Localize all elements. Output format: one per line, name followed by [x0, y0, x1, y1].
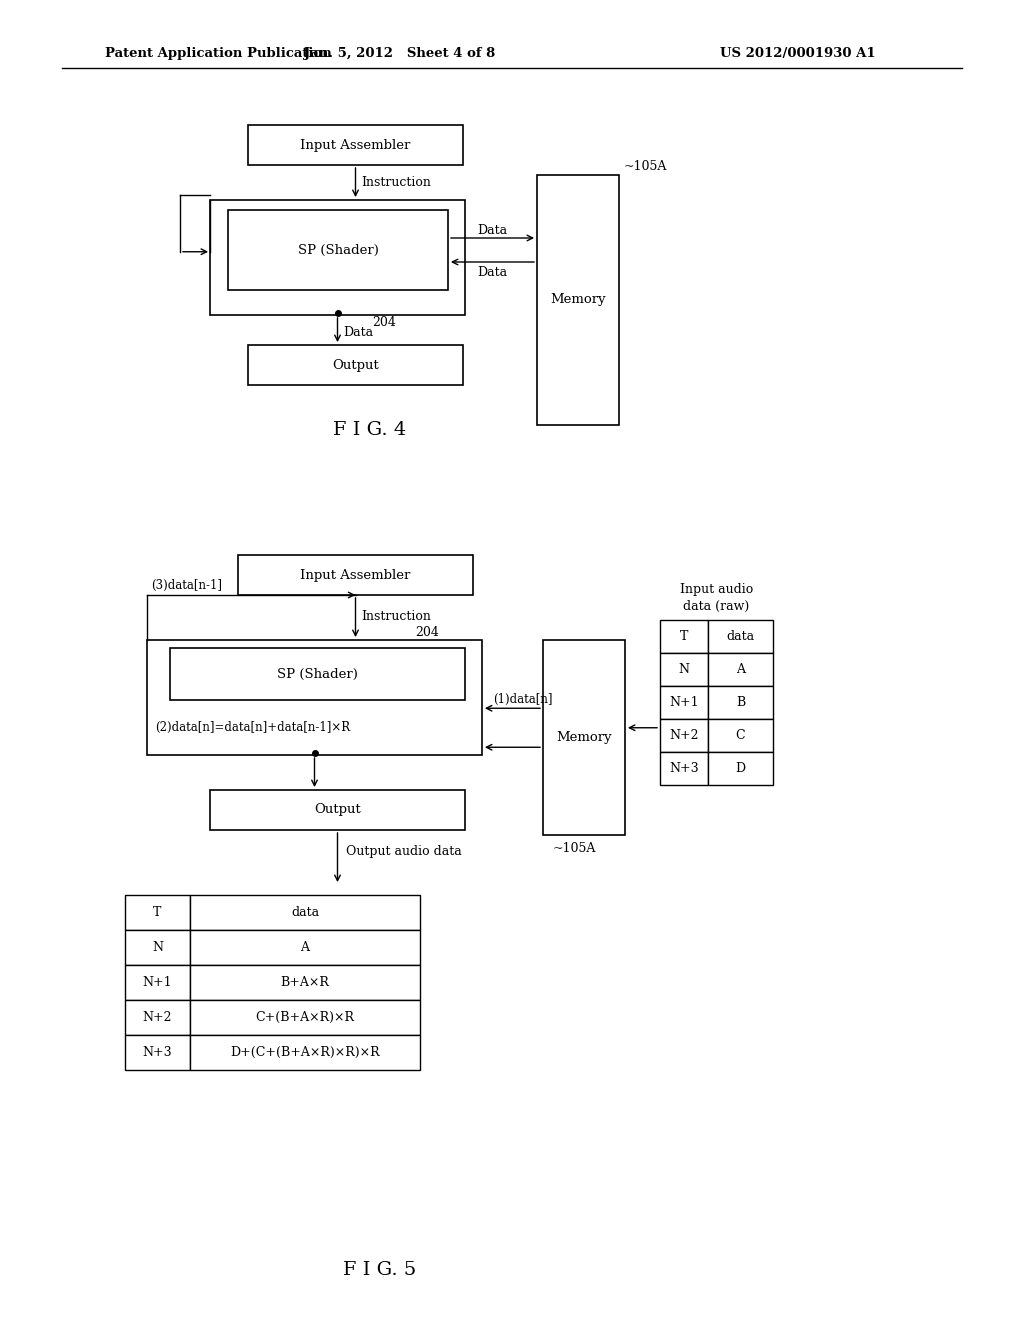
Text: Patent Application Publication: Patent Application Publication	[105, 46, 332, 59]
Bar	[660, 620, 708, 653]
Bar	[708, 620, 773, 653]
Bar	[660, 719, 708, 752]
Bar	[660, 686, 708, 719]
Bar	[660, 653, 708, 686]
Text: 204: 204	[416, 626, 439, 639]
Text: (3)data[n-1]: (3)data[n-1]	[151, 578, 222, 591]
Text: Jan. 5, 2012   Sheet 4 of 8: Jan. 5, 2012 Sheet 4 of 8	[304, 46, 496, 59]
Text: T: T	[680, 630, 688, 643]
Bar	[537, 176, 618, 425]
Bar	[190, 931, 420, 965]
Text: Output audio data: Output audio data	[345, 846, 461, 858]
Text: Instruction: Instruction	[361, 610, 431, 623]
Bar	[708, 653, 773, 686]
Text: N+2: N+2	[670, 729, 698, 742]
Bar	[248, 345, 463, 385]
Text: (1)data[n]: (1)data[n]	[493, 693, 552, 706]
Text: B+A×R: B+A×R	[281, 975, 330, 989]
Bar	[147, 640, 482, 755]
Text: A: A	[736, 663, 745, 676]
Bar	[190, 1035, 420, 1071]
Text: Data: Data	[343, 326, 374, 339]
Bar	[708, 719, 773, 752]
Text: T: T	[154, 906, 162, 919]
Text: 204: 204	[373, 317, 396, 330]
Bar	[190, 1001, 420, 1035]
Text: data: data	[291, 906, 319, 919]
Text: N+3: N+3	[142, 1045, 172, 1059]
Text: N+1: N+1	[142, 975, 172, 989]
Text: Input Assembler: Input Assembler	[300, 139, 411, 152]
Text: N+3: N+3	[670, 762, 698, 775]
Text: N+2: N+2	[142, 1011, 172, 1024]
Text: Output: Output	[332, 359, 379, 371]
Text: N+1: N+1	[670, 696, 698, 709]
Text: Memory: Memory	[550, 293, 606, 306]
Text: C: C	[735, 729, 745, 742]
Text: data: data	[726, 630, 755, 643]
Bar	[543, 640, 625, 836]
Text: F I G. 4: F I G. 4	[334, 421, 407, 440]
Bar	[125, 965, 190, 1001]
Text: SP (Shader): SP (Shader)	[278, 668, 358, 681]
Bar	[228, 210, 449, 290]
Text: US 2012/0001930 A1: US 2012/0001930 A1	[720, 46, 876, 59]
Text: C+(B+A×R)×R: C+(B+A×R)×R	[256, 1011, 354, 1024]
Bar	[125, 931, 190, 965]
Text: data (raw): data (raw)	[683, 599, 750, 612]
Bar	[125, 1001, 190, 1035]
Text: N: N	[152, 941, 163, 954]
Text: Memory: Memory	[556, 731, 611, 744]
Bar	[125, 1035, 190, 1071]
Text: (2)data[n]=data[n]+data[n-1]×R: (2)data[n]=data[n]+data[n-1]×R	[155, 721, 350, 734]
Text: D+(C+(B+A×R)×R)×R: D+(C+(B+A×R)×R)×R	[230, 1045, 380, 1059]
Text: ~105A: ~105A	[553, 842, 596, 855]
Text: Output: Output	[314, 804, 360, 817]
Bar	[190, 895, 420, 931]
Bar	[248, 125, 463, 165]
Text: SP (Shader): SP (Shader)	[298, 243, 379, 256]
Text: D: D	[735, 762, 745, 775]
Text: Instruction: Instruction	[361, 177, 431, 190]
Bar	[210, 789, 465, 830]
Bar	[660, 752, 708, 785]
Text: ~105A: ~105A	[624, 161, 668, 173]
Bar	[708, 752, 773, 785]
Bar	[708, 686, 773, 719]
Text: Input Assembler: Input Assembler	[300, 569, 411, 582]
Bar	[125, 895, 190, 931]
Bar	[210, 201, 465, 315]
Text: A: A	[300, 941, 309, 954]
Text: Input audio: Input audio	[680, 583, 753, 597]
Bar	[170, 648, 465, 700]
Text: F I G. 5: F I G. 5	[343, 1261, 417, 1279]
Text: Data: Data	[477, 223, 508, 236]
Text: N: N	[679, 663, 689, 676]
Text: Data: Data	[477, 265, 508, 279]
Bar	[238, 554, 473, 595]
Bar	[190, 965, 420, 1001]
Text: B: B	[736, 696, 745, 709]
